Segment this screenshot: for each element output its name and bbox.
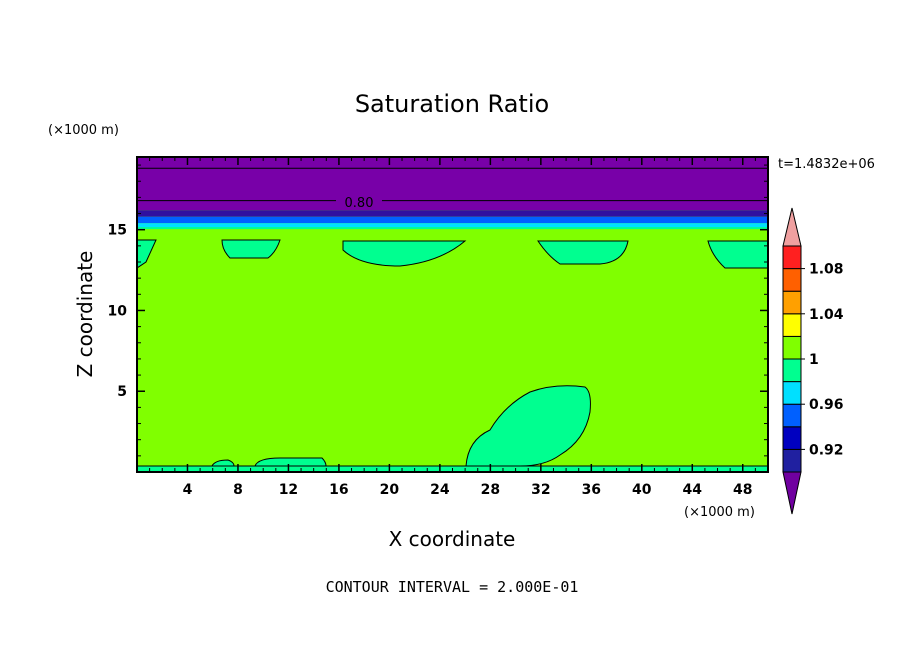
- transition-layer-3: [137, 223, 768, 229]
- x-tick-label: 8: [233, 482, 243, 498]
- colorbar-swatch: [782, 335, 802, 360]
- colorbar-swatch: [782, 381, 802, 405]
- colorbar-label: 1: [809, 352, 819, 368]
- x-axis-label: X coordinate: [389, 527, 516, 551]
- cloud-regions: [137, 239, 768, 472]
- cloud-left-edge: [137, 239, 157, 269]
- y-tick-label: 5: [117, 384, 127, 400]
- colorbar: 0.92 0.96 1 1.04 1.08: [782, 207, 844, 515]
- x-tick-label: 40: [632, 482, 652, 498]
- x-tick-label: 36: [582, 482, 601, 498]
- x-tick-label: 28: [481, 482, 500, 498]
- y-tick-label: 15: [108, 223, 127, 239]
- surface-cloud-x10: [254, 457, 327, 467]
- cloud-x33-39: [537, 240, 629, 265]
- colorbar-swatch: [782, 426, 802, 450]
- x-tick-label: 4: [183, 482, 193, 498]
- upper-layers: [137, 157, 768, 230]
- x-tick-label: 24: [430, 482, 450, 498]
- contour-interval-footer: CONTOUR INTERVAL = 2.000E-01: [326, 578, 579, 596]
- colorbar-label: 1.04: [809, 307, 844, 323]
- x-axis-ticks: 4 8 12 16 20 24 28 32 36 40 44 48: [149, 157, 756, 498]
- contour-line-label: 0.80: [345, 196, 374, 211]
- x-tick-label: 32: [531, 482, 550, 498]
- x-tick-label: 20: [380, 482, 400, 498]
- time-label: t=1.4832e+06: [778, 157, 875, 172]
- colorbar-swatch: [782, 358, 802, 383]
- chart-title: Saturation Ratio: [355, 90, 549, 118]
- cloud-x45-50: [707, 240, 768, 269]
- upper-dry-layer: [137, 157, 768, 211]
- x-tick-label: 44: [683, 482, 703, 498]
- colorbar-swatch: [782, 403, 802, 428]
- y-units-label: (×1000 m): [48, 123, 119, 138]
- colorbar-label: 0.92: [809, 442, 844, 458]
- x-units-label: (×1000 m): [684, 505, 755, 520]
- colorbar-under-triangle: [782, 471, 802, 515]
- cloud-x10-14: [221, 239, 281, 259]
- colorbar-swatch: [782, 268, 802, 292]
- colorbar-swatch: [782, 313, 802, 337]
- transition-layer-1: [137, 210, 768, 217]
- colorbar-swatch: [782, 245, 802, 270]
- colorbar-over-triangle: [782, 207, 802, 247]
- plot-area: [137, 157, 768, 472]
- contour-line-label-group: 0.80: [336, 193, 382, 211]
- transition-layer-2: [137, 216, 768, 224]
- colorbar-label: 0.96: [809, 397, 844, 413]
- y-tick-label: 10: [108, 303, 128, 319]
- y-axis-label: Z coordinate: [73, 251, 97, 378]
- colorbar-swatch: [782, 448, 802, 473]
- contour-lines: [137, 167, 768, 202]
- colorbar-swatch: [782, 290, 802, 315]
- colorbar-label: 1.08: [809, 262, 844, 278]
- x-tick-label: 48: [733, 482, 752, 498]
- surface-cloud-x6: [211, 459, 235, 467]
- cloud-x17-26: [342, 240, 467, 267]
- contour-label-background: [336, 193, 382, 209]
- x-tick-label: 16: [329, 482, 348, 498]
- plume-x26-36: [465, 385, 591, 467]
- y-axis-ticks: 5 10 15: [108, 164, 768, 457]
- x-tick-label: 12: [279, 482, 298, 498]
